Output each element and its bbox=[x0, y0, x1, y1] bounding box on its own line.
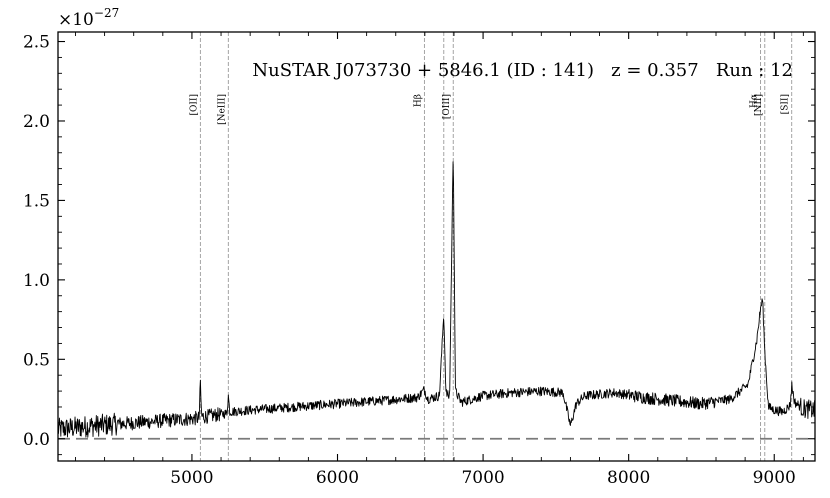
spectrum-series bbox=[58, 161, 815, 438]
emission-line-label-1: [NeIII] bbox=[217, 94, 227, 125]
y-multiplier-base: ×10 bbox=[58, 10, 94, 30]
axis-multiplier: ×10−27 bbox=[58, 6, 119, 30]
emission-line-label-5: Hα bbox=[750, 94, 760, 108]
y-tick-label-2: 1.0 bbox=[23, 271, 50, 291]
x-axis-ticks: 5000 6000 7000 8000 9000 bbox=[75, 32, 804, 488]
x-tick-label-3: 8000 bbox=[607, 468, 650, 488]
plot-frame bbox=[57, 31, 816, 462]
y-tick-label-3: 1.5 bbox=[23, 191, 50, 211]
x-tick-label-0: 5000 bbox=[170, 468, 213, 488]
spectrum-line bbox=[58, 161, 815, 438]
emission-line-label-0: [OII] bbox=[189, 94, 199, 116]
emission-line-label-2: Hβ bbox=[413, 94, 423, 107]
y-tick-label-1: 0.5 bbox=[23, 350, 50, 370]
emission-line-label-4: [OIII] bbox=[442, 94, 452, 119]
x-tick-label-4: 9000 bbox=[753, 468, 796, 488]
emission-line-label-6: [NII] bbox=[754, 94, 764, 116]
x-tick-label-1: 6000 bbox=[316, 468, 359, 488]
emission-line-label-7: [SII] bbox=[781, 94, 791, 114]
y-axis-ticks: 0.0 0.5 1.0 1.5 2.0 2.5 bbox=[23, 33, 815, 456]
y-multiplier-label: ×10−27 bbox=[58, 6, 119, 30]
chart-title: NuSTAR J073730 + 5846.1 (ID : 141) z = 0… bbox=[252, 60, 793, 81]
y-tick-label-5: 2.5 bbox=[23, 33, 50, 53]
x-tick-label-2: 7000 bbox=[461, 468, 504, 488]
y-tick-label-4: 2.0 bbox=[23, 112, 50, 132]
y-tick-label-0: 0.0 bbox=[23, 430, 50, 450]
y-multiplier-exponent: −27 bbox=[94, 6, 119, 20]
emission-line-labels: [OII] [NeIII] Hβ [OIII] Hα[NII] [SII] bbox=[189, 94, 790, 125]
